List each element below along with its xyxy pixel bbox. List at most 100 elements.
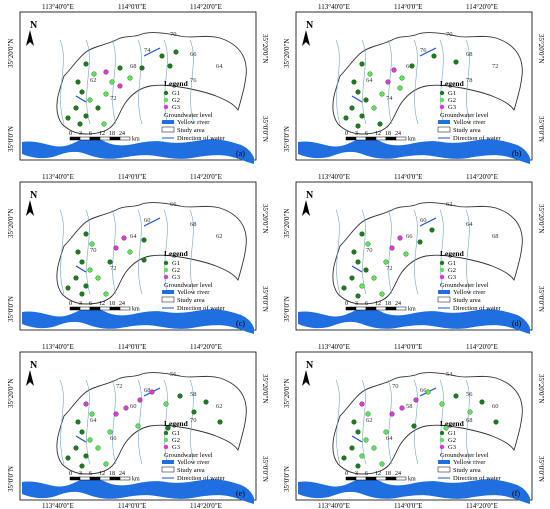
sample-point bbox=[431, 53, 437, 59]
coord-right: 35°20'0"N bbox=[261, 204, 269, 233]
contour-line bbox=[413, 39, 419, 125]
sample-point bbox=[355, 89, 361, 95]
scale-tick: 0 bbox=[345, 301, 348, 307]
scale-tick: 3 bbox=[355, 131, 358, 137]
sample-point bbox=[359, 453, 365, 459]
scale-tick: 3 bbox=[79, 301, 82, 307]
contour-line bbox=[137, 379, 143, 465]
contour-label: 68 bbox=[492, 233, 499, 240]
sample-point bbox=[103, 91, 109, 97]
sample-point bbox=[83, 453, 89, 459]
coord-left: 35°0'0"N bbox=[283, 466, 291, 492]
scale-tick: 6 bbox=[365, 131, 368, 137]
sample-point bbox=[359, 283, 365, 289]
panel-label: (d) bbox=[512, 319, 522, 328]
sample-point bbox=[429, 227, 435, 233]
legend-group: G3 bbox=[172, 104, 180, 111]
sample-point bbox=[399, 75, 405, 81]
sample-point bbox=[95, 105, 101, 111]
coord-top: 113°40'0"E bbox=[318, 3, 350, 11]
contour-line bbox=[335, 209, 341, 295]
contour-label: 60 bbox=[130, 403, 137, 410]
sample-point bbox=[107, 429, 113, 435]
legend-swatch bbox=[163, 430, 169, 436]
legend-title: Legend bbox=[164, 249, 189, 258]
contour-label: 70 bbox=[366, 247, 373, 254]
sample-point bbox=[103, 69, 109, 75]
contour-line bbox=[163, 39, 169, 125]
sample-point bbox=[385, 79, 391, 85]
map-panel: 70 66 68 64 62 72 74 76 N 0 3 6 12 18 24 km Legend G1G2G3… bbox=[7, 3, 269, 164]
scale-tick: 6 bbox=[89, 301, 92, 307]
sample-point bbox=[87, 437, 93, 443]
legend-study: Study area bbox=[453, 467, 481, 474]
sample-point bbox=[75, 249, 81, 255]
coord-right: 35°0'0"N bbox=[261, 456, 269, 482]
sample-point bbox=[83, 231, 89, 237]
coord-left: 35°20'0"N bbox=[283, 209, 291, 238]
legend-group: G2 bbox=[448, 267, 456, 274]
sample-point bbox=[113, 411, 119, 417]
flow-arrow bbox=[419, 217, 437, 227]
coord-top: 114°20'0"E bbox=[190, 343, 222, 351]
legend-groundwater: Groundwater level bbox=[164, 112, 213, 119]
sample-point bbox=[103, 461, 109, 467]
sample-point bbox=[397, 235, 403, 241]
legend-swatch bbox=[163, 437, 169, 443]
coord-top: 113°40'0"E bbox=[42, 3, 74, 11]
legend-swatch bbox=[163, 260, 169, 266]
contour-label: 68 bbox=[144, 387, 151, 394]
contour-line bbox=[189, 209, 195, 295]
scale-tick: 12 bbox=[99, 131, 105, 137]
sample-point bbox=[367, 71, 373, 77]
sample-point bbox=[365, 241, 371, 247]
contour-line bbox=[439, 379, 445, 465]
coord-left: 35°20'0"N bbox=[7, 209, 15, 238]
legend-swatch bbox=[439, 267, 445, 273]
coord-top: 114°20'0"E bbox=[466, 3, 498, 11]
sample-point bbox=[411, 423, 417, 429]
contour-label: 70 bbox=[90, 247, 97, 254]
legend-group: G1 bbox=[448, 430, 456, 437]
legend-study: Study area bbox=[177, 297, 205, 304]
scale-tick: 3 bbox=[355, 301, 358, 307]
sample-point bbox=[73, 105, 79, 111]
contour-label: 64 bbox=[216, 63, 223, 70]
scale-tick: 12 bbox=[99, 471, 105, 477]
scale-tick: 24 bbox=[119, 471, 125, 477]
flow-arrow bbox=[351, 435, 363, 443]
north-arrow-label: N bbox=[30, 190, 38, 201]
scale-tick: 0 bbox=[345, 471, 348, 477]
sample-point bbox=[391, 67, 397, 73]
contour-label: 72 bbox=[492, 63, 499, 70]
sample-point bbox=[121, 235, 127, 241]
legend-groundwater: Groundwater level bbox=[164, 282, 213, 289]
contour-line bbox=[189, 39, 195, 125]
coord-bottom: 114°20'0"E bbox=[190, 502, 222, 509]
sample-point bbox=[177, 393, 183, 399]
legend-swatch bbox=[163, 90, 169, 96]
legend-direction: Direction of water bbox=[177, 135, 225, 142]
panel-label: (b) bbox=[512, 149, 522, 158]
coord-bottom: 113°40'0"E bbox=[318, 502, 350, 509]
sample-point bbox=[383, 429, 389, 435]
sample-point bbox=[73, 445, 79, 451]
sample-point bbox=[355, 259, 361, 265]
sample-point bbox=[73, 275, 79, 281]
coord-top: 113°40'0"E bbox=[42, 173, 74, 181]
flow-arrow bbox=[143, 217, 161, 227]
coord-right: 35°0'0"N bbox=[261, 286, 269, 312]
scale-unit: km bbox=[132, 477, 140, 483]
contour-line bbox=[189, 379, 195, 465]
sample-point bbox=[397, 85, 403, 91]
coord-top: 114°0'0"E bbox=[394, 343, 422, 351]
scale-tick: 24 bbox=[119, 301, 125, 307]
sample-point bbox=[83, 113, 89, 119]
legend-groundwater: Groundwater level bbox=[440, 452, 489, 459]
sample-point bbox=[359, 113, 365, 119]
legend-group: G1 bbox=[448, 90, 456, 97]
north-arrow-icon bbox=[26, 370, 34, 386]
scale-tick: 24 bbox=[395, 471, 401, 477]
legend-river: Yellow river bbox=[453, 119, 486, 126]
